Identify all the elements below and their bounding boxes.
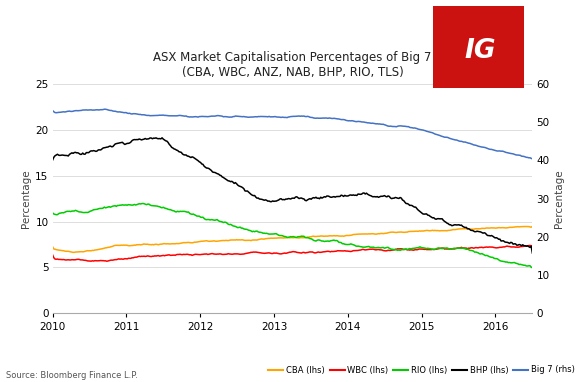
Title: ASX Market Capitalisation Percentages of Big 7
(CBA, WBC, ANZ, NAB, BHP, RIO, TL: ASX Market Capitalisation Percentages of… — [153, 51, 432, 79]
Text: IG: IG — [464, 38, 496, 64]
Text: Source: Bloomberg Finance L.P.: Source: Bloomberg Finance L.P. — [6, 371, 137, 380]
Y-axis label: Percentage: Percentage — [21, 169, 31, 228]
Legend: CBA (lhs), WBC (lhs), RIO (lhs), BHP (lhs), Big 7 (rhs): CBA (lhs), WBC (lhs), RIO (lhs), BHP (lh… — [265, 362, 578, 378]
Y-axis label: Percentage: Percentage — [554, 169, 564, 228]
